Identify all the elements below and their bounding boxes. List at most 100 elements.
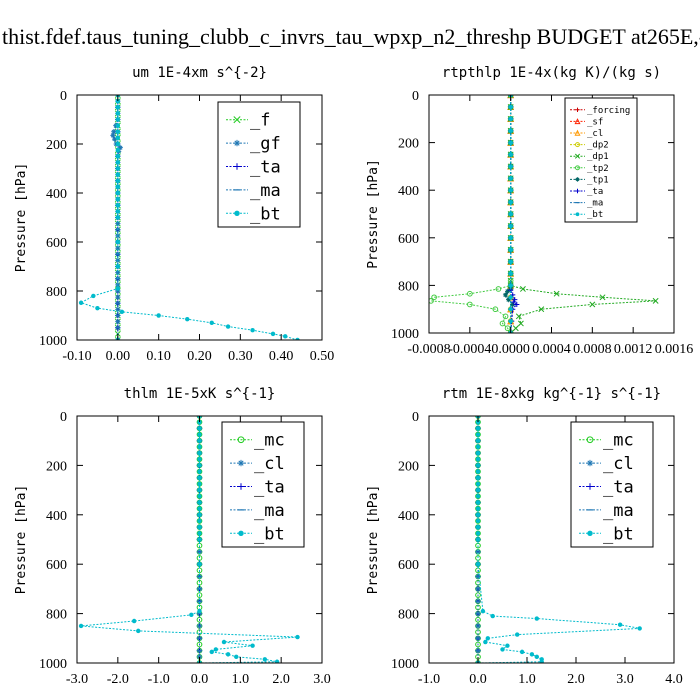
data-point xyxy=(115,160,121,165)
data-point xyxy=(475,506,481,511)
data-point xyxy=(529,652,535,657)
data-point xyxy=(475,438,481,443)
y-tick-label: 1000 xyxy=(391,327,419,342)
y-tick-label: 600 xyxy=(398,232,419,247)
data-point xyxy=(508,199,513,205)
data-point xyxy=(197,506,202,511)
data-point xyxy=(197,512,202,518)
data-point xyxy=(283,334,288,339)
legend-label: _bt xyxy=(587,210,603,220)
data-point xyxy=(502,292,509,298)
data-point xyxy=(505,288,511,294)
y-tick-label: 400 xyxy=(46,187,67,202)
data-point xyxy=(508,306,513,312)
data-point xyxy=(475,463,481,468)
x-tick-label: -0.10 xyxy=(62,349,91,364)
data-point xyxy=(538,306,545,313)
data-point xyxy=(508,223,513,229)
legend-label: _mc xyxy=(603,431,634,451)
data-point xyxy=(508,235,513,241)
data-point xyxy=(197,432,202,437)
data-point xyxy=(209,649,214,655)
data-point xyxy=(480,608,486,614)
data-point xyxy=(196,654,203,660)
data-point xyxy=(553,290,560,297)
data-point xyxy=(115,221,121,227)
data-point xyxy=(197,444,202,450)
data-point xyxy=(508,116,513,122)
legend-label: _ta xyxy=(250,158,281,178)
y-axis-label: Pressure [hPa] xyxy=(14,163,29,273)
legend-label: _ta xyxy=(254,478,285,498)
x-tick-label: 3.0 xyxy=(616,672,634,687)
plot-area xyxy=(429,95,659,333)
data-point xyxy=(196,641,203,648)
plot-area xyxy=(78,95,300,340)
data-point xyxy=(115,294,121,300)
y-tick-label: 1000 xyxy=(391,657,419,672)
y-tick-label: 1000 xyxy=(39,334,67,349)
legend-swatch-marker xyxy=(586,483,594,490)
data-point xyxy=(475,444,481,450)
legend-swatch-marker xyxy=(574,153,581,159)
data-point xyxy=(475,457,481,462)
y-tick-label: 0 xyxy=(60,410,67,425)
data-point xyxy=(270,331,276,337)
data-point xyxy=(115,166,121,171)
data-point xyxy=(519,649,525,655)
data-point xyxy=(511,299,517,305)
legend-label: _tp2 xyxy=(587,164,609,174)
data-point xyxy=(115,98,121,104)
data-point xyxy=(115,215,121,220)
legend-label: _f xyxy=(250,111,270,131)
y-tick-label: 0 xyxy=(412,89,419,104)
data-point xyxy=(111,136,118,142)
legend-label: _cl xyxy=(587,129,603,139)
data-point xyxy=(115,129,121,134)
data-point xyxy=(499,320,506,327)
legend: _f _gf _ta _ma _bt xyxy=(217,101,301,228)
data-point xyxy=(502,313,509,320)
data-point xyxy=(508,247,513,252)
data-point xyxy=(508,259,513,264)
data-point xyxy=(466,301,473,308)
x-tick-label: 0.0016 xyxy=(655,342,694,357)
data-point xyxy=(495,286,502,292)
y-tick-label: 200 xyxy=(398,459,419,474)
legend-swatch-marker xyxy=(586,459,594,467)
data-point xyxy=(475,481,481,487)
data-point xyxy=(475,432,481,437)
series-bt xyxy=(508,95,513,333)
plot-frame xyxy=(428,415,675,664)
series-bt xyxy=(78,95,300,340)
legend-label: _dp1 xyxy=(587,152,609,162)
legend-swatch-marker xyxy=(575,142,580,148)
legend-swatch-marker xyxy=(574,118,581,125)
legend-label: _gf xyxy=(250,134,281,154)
y-tick-label: 800 xyxy=(398,279,419,294)
legend-label: _ma xyxy=(254,501,285,521)
data-point xyxy=(475,524,481,530)
data-point xyxy=(234,654,239,660)
data-point xyxy=(197,494,202,499)
y-tick-label: 400 xyxy=(46,509,67,524)
x-tick-label: 0.10 xyxy=(146,349,171,364)
legend-label: _cl xyxy=(603,454,634,474)
legend-label: _tp1 xyxy=(587,175,609,185)
data-point xyxy=(91,293,96,299)
legend-label: _ma xyxy=(250,181,281,201)
data-point xyxy=(508,211,513,217)
x-tick-label: 0.0004 xyxy=(532,342,571,357)
x-tick-label: -0.0008 xyxy=(407,342,450,357)
legend-swatch-marker xyxy=(574,129,581,136)
x-tick-label: -3.0 xyxy=(66,672,88,687)
data-point xyxy=(115,286,121,291)
data-point xyxy=(539,659,544,663)
data-point xyxy=(589,301,596,308)
legend-swatch-marker xyxy=(237,483,245,490)
series-bt xyxy=(475,416,642,663)
legend-swatch-marker xyxy=(587,530,593,537)
legend: _mc _cl _ta _ma _bt xyxy=(221,421,305,548)
data-point xyxy=(514,632,520,637)
data-point xyxy=(429,298,434,304)
